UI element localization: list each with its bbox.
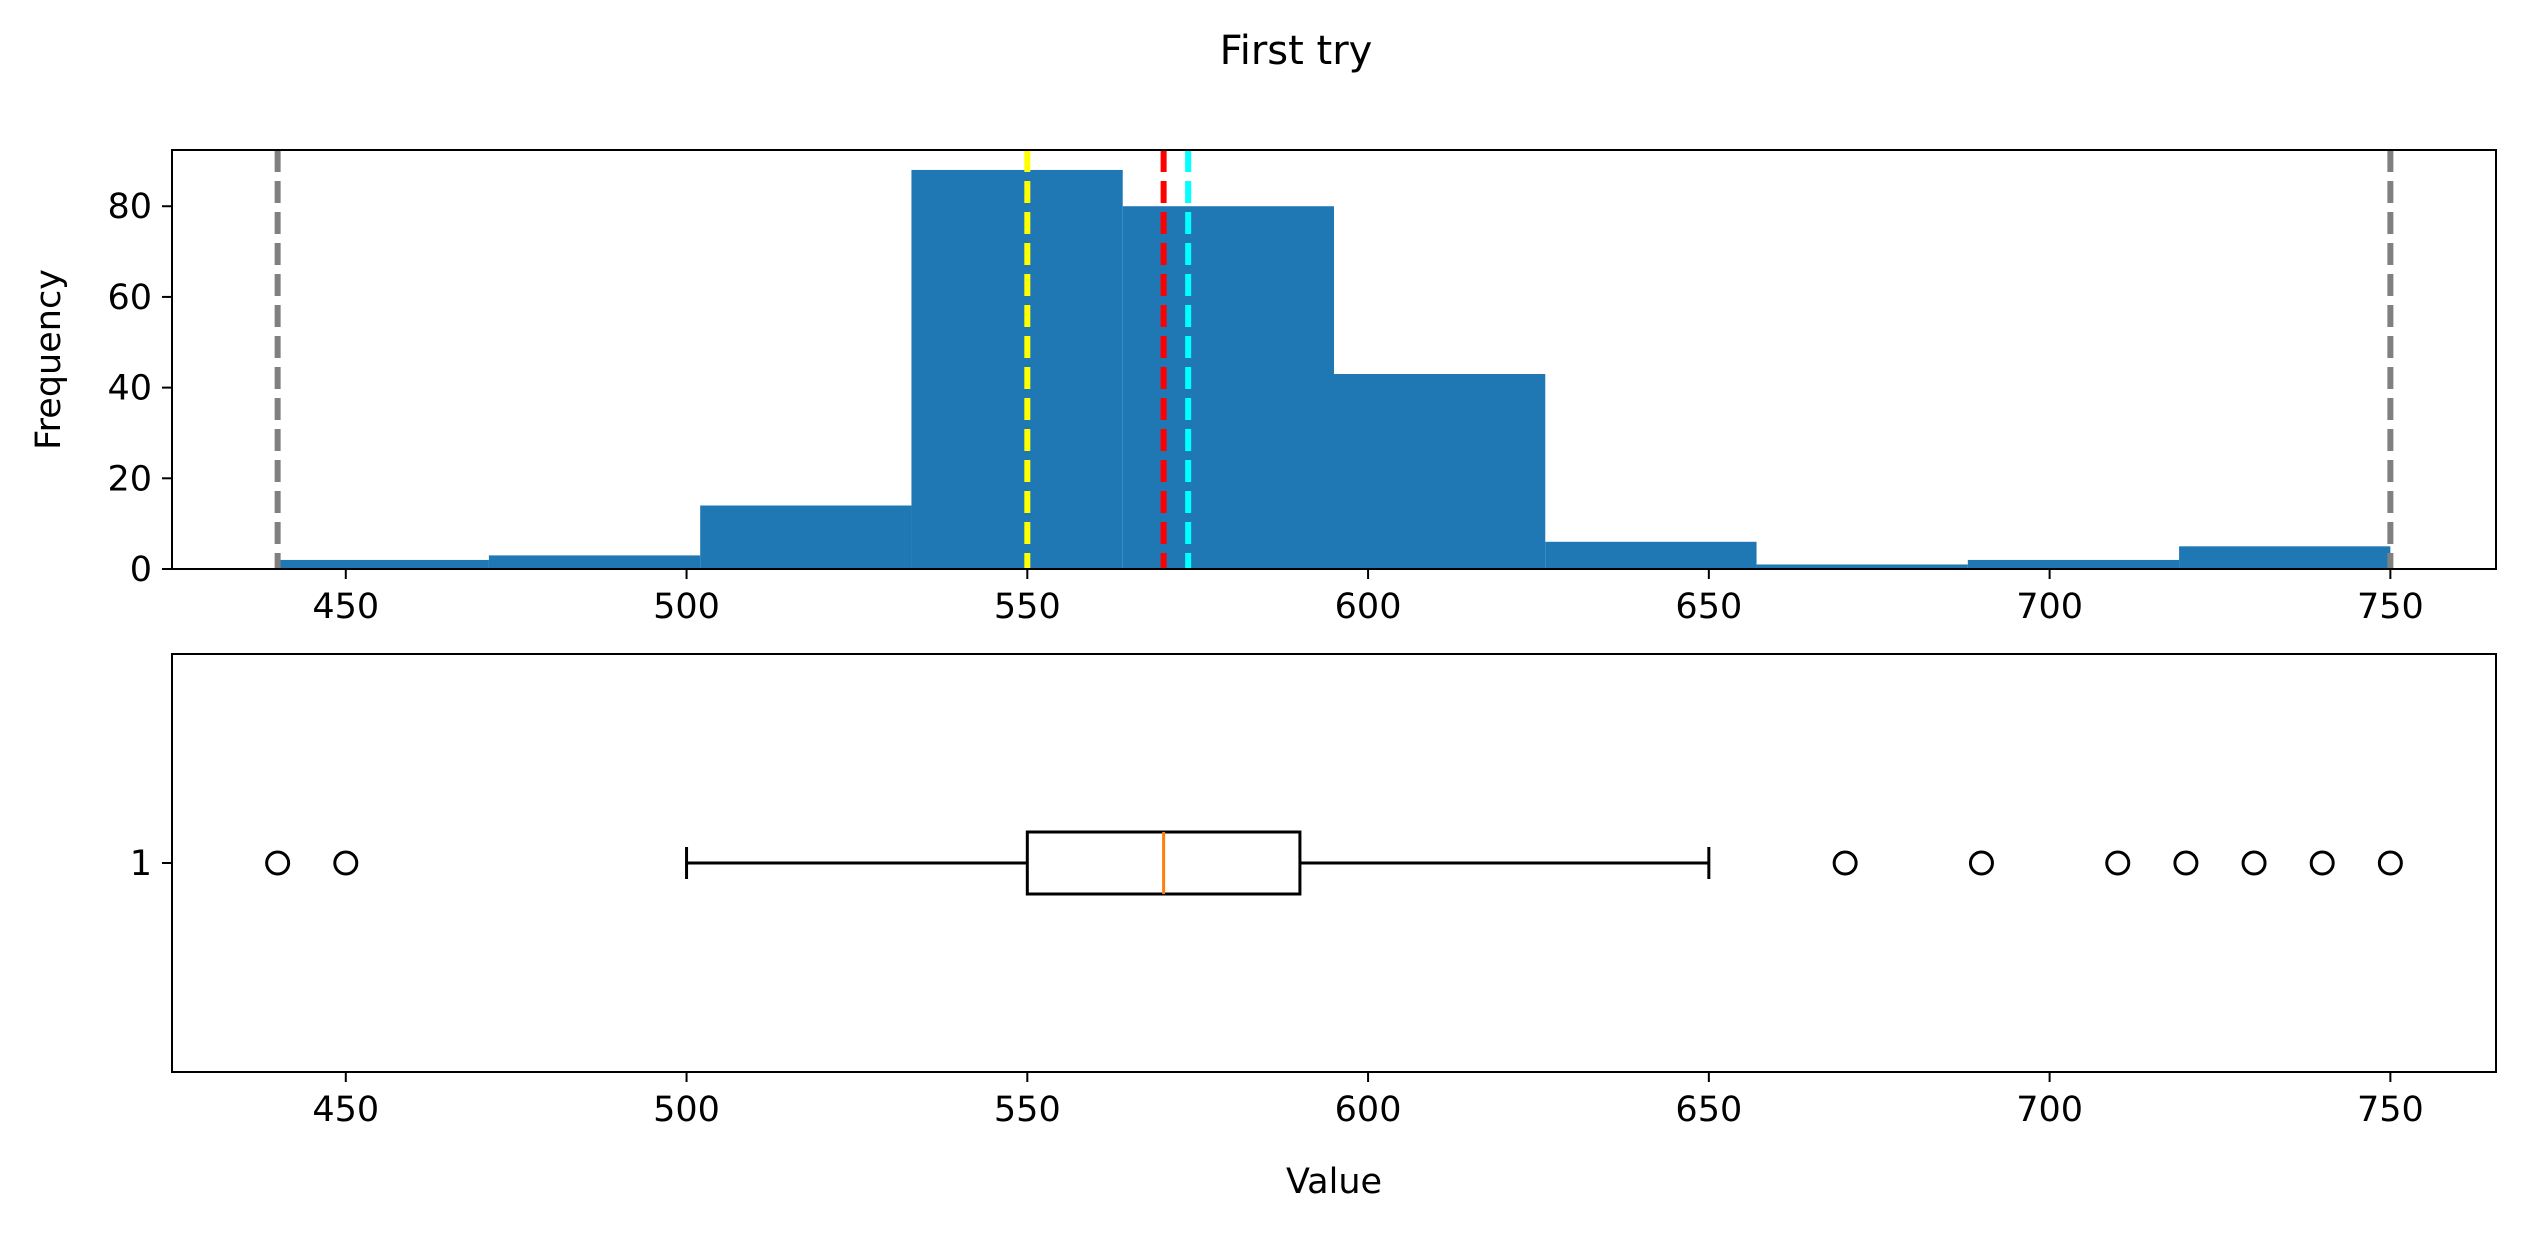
y-tick-label: 40 (107, 369, 152, 409)
histogram-bar-9 (2179, 546, 2391, 569)
histogram-y-ticks: 0 20 40 60 80 (107, 187, 172, 590)
x-tick-label: 450 (312, 1090, 379, 1130)
x-tick-label: 700 (2016, 1090, 2083, 1130)
histogram-bar-7 (1756, 564, 1968, 569)
y-tick-label: 1 (130, 844, 152, 884)
outlier-point-4 (2105, 850, 2131, 876)
histogram-x-ticks: 450 500 550 600 650 700 750 (312, 569, 2424, 627)
outlier-point-7 (2309, 850, 2335, 876)
histogram-bar-2 (700, 505, 912, 569)
x-tick-label: 650 (1675, 1090, 1742, 1130)
y-tick-label: 20 (107, 459, 152, 499)
outlier-point-3 (1968, 850, 1994, 876)
x-tick-label: 750 (2357, 587, 2424, 627)
outlier-point-5 (2173, 850, 2199, 876)
y-tick-label: 60 (107, 278, 152, 318)
x-tick-label: 750 (2357, 1090, 2424, 1130)
boxplot-body (685, 830, 1711, 896)
y-tick-label: 0 (130, 550, 152, 590)
x-tick-label: 500 (653, 1090, 720, 1130)
histogram-axes: 450 500 550 600 650 700 750 0 20 40 60 80 Frequenc… (29, 149, 2497, 627)
histogram-bar-3 (911, 169, 1123, 569)
x-tick-label: 500 (653, 587, 720, 627)
boxplot-x-axis-label: Value (1286, 1162, 1382, 1202)
x-tick-label: 600 (1335, 587, 1402, 627)
histogram-bar-6 (1545, 541, 1757, 569)
y-tick-label: 80 (107, 187, 152, 227)
boxplot-outliers (265, 850, 2403, 876)
histogram-bars (277, 169, 2391, 569)
boxplot-x-ticks: 450 500 550 600 650 700 750 (312, 1072, 2424, 1130)
boxplot-y-ticks: 1 (130, 844, 172, 884)
x-tick-label: 650 (1675, 587, 1742, 627)
outlier-point-8 (2377, 850, 2403, 876)
outlier-point-0 (265, 850, 291, 876)
outlier-point-1 (333, 850, 359, 876)
x-tick-label: 550 (994, 1090, 1061, 1130)
histogram-bar-1 (488, 555, 701, 569)
histogram-bar-4 (1122, 206, 1334, 569)
histogram-bar-0 (277, 559, 489, 569)
histogram-bar-8 (1967, 559, 2180, 569)
x-tick-label: 550 (994, 587, 1061, 627)
boxplot-axes: 450 500 550 600 650 700 750 1 Value (130, 653, 2497, 1202)
x-tick-label: 700 (2016, 587, 2083, 627)
outlier-point-6 (2241, 850, 2267, 876)
x-tick-label: 450 (312, 587, 379, 627)
figure-title: First try (1220, 28, 1373, 74)
histogram-reference-lines (274, 150, 2394, 569)
histogram-bar-5 (1334, 374, 1546, 569)
histogram-frame (171, 149, 2497, 570)
x-tick-label: 600 (1335, 1090, 1402, 1130)
outlier-point-2 (1832, 850, 1858, 876)
histogram-y-axis-label: Frequency (29, 269, 69, 450)
